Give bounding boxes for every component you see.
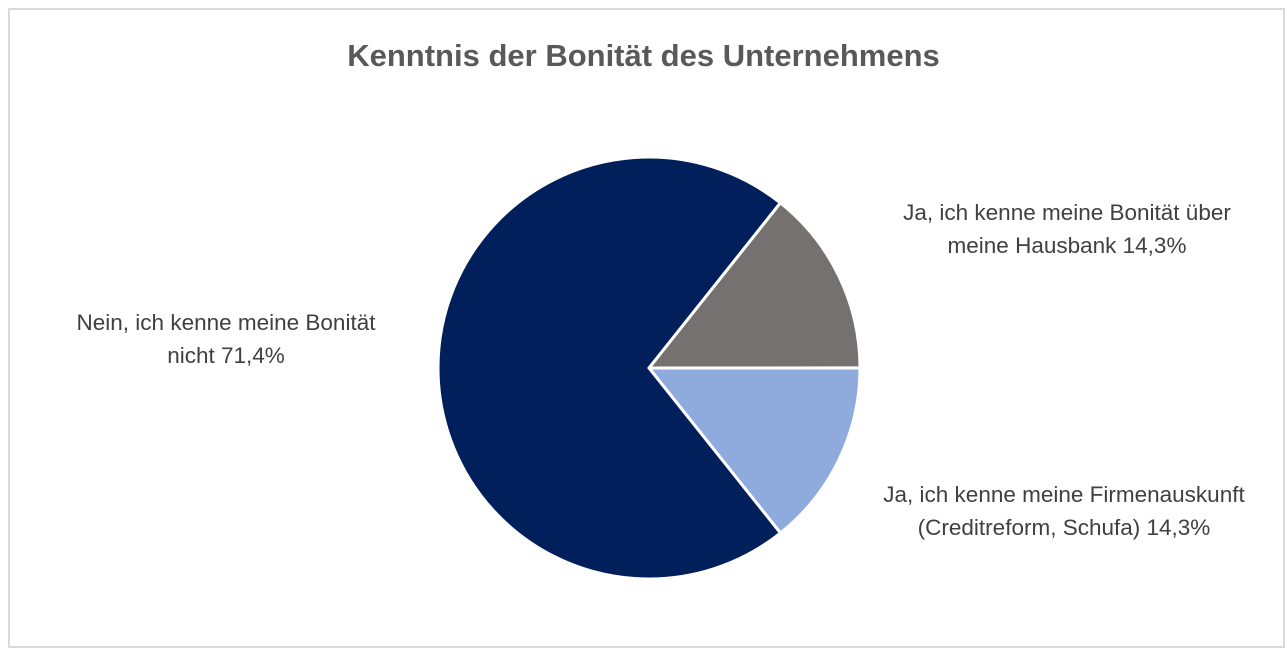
category-label: Ja, ich kenne meine Bonität über meine H… [903,200,1231,258]
chart-title: Kenntnis der Bonität des Unternehmens [347,38,940,73]
slice-label: Ja, ich kenne meine Firmenauskunft (Cred… [868,478,1260,544]
slice-label: Nein, ich kenne meine Bonität nicht 71,4… [76,306,376,372]
value-label: 71,4% [220,343,285,368]
category-label: Ja, ich kenne meine Firmenauskunft (Cred… [883,482,1245,540]
value-label: 14,3% [1122,233,1187,258]
category-label: Nein, ich kenne meine Bonität nicht [76,310,376,368]
pie-slice [436,155,783,581]
pie-slice [645,366,862,536]
pie-slice [645,200,862,370]
slice-label: Ja, ich kenne meine Bonität über meine H… [872,196,1262,262]
value-label: 14,3% [1146,515,1211,540]
